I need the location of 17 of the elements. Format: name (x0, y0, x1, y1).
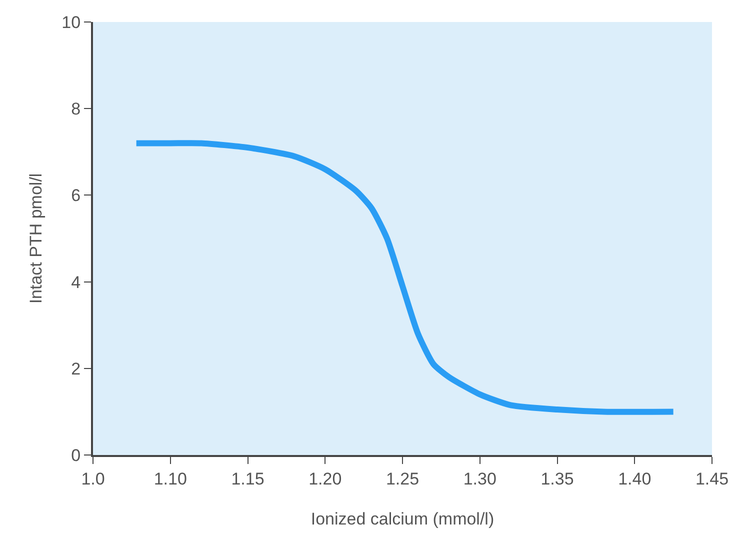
x-tick-label: 1.0 (81, 469, 105, 488)
x-tick-label: 1.10 (154, 469, 187, 488)
x-tick-label: 1.35 (540, 469, 574, 488)
x-tick-label: 1.20 (308, 469, 342, 488)
x-tick-label: 1.30 (463, 469, 496, 488)
x-tick-label: 1.25 (386, 469, 420, 488)
x-tick-label: 1.15 (231, 469, 264, 488)
y-tick-label: 8 (71, 100, 81, 119)
y-tick-label: 2 (71, 359, 81, 378)
y-axis-title: Intact PTH pmol/l (26, 173, 46, 304)
x-tick-label: 1.40 (618, 469, 652, 488)
y-tick-label: 10 (62, 12, 81, 32)
y-tick-label: 4 (71, 272, 81, 292)
x-axis-title: Ionized calcium (mmol/l) (310, 509, 494, 528)
y-tick-label: 0 (71, 446, 81, 465)
y-tick-label: 6 (71, 186, 81, 206)
x-tick-label: 1.45 (695, 469, 729, 488)
